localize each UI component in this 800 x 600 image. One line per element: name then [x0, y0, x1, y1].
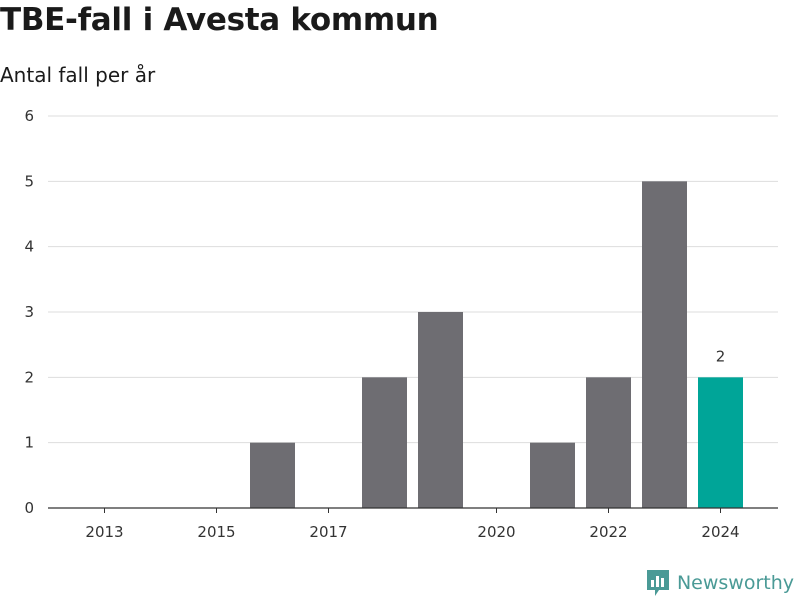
x-tick-label: 2013	[85, 523, 123, 541]
y-tick-label: 1	[24, 434, 34, 452]
y-tick-label: 2	[24, 368, 34, 386]
x-tick-label: 2022	[589, 523, 627, 541]
y-tick-label: 5	[24, 172, 34, 190]
data-labels: 2	[716, 347, 726, 365]
y-tick-label: 6	[24, 107, 34, 125]
y-tick-label: 4	[24, 238, 34, 256]
bars	[250, 181, 743, 509]
bar-2022[interactable]	[586, 377, 631, 508]
x-tick-label: 2024	[701, 523, 739, 541]
bar-2019[interactable]	[418, 312, 463, 508]
bar-2018[interactable]	[362, 377, 407, 508]
y-tick-label: 0	[24, 499, 34, 517]
bar-2024[interactable]	[698, 377, 743, 508]
x-tick-label: 2020	[477, 523, 515, 541]
data-label: 2	[716, 347, 726, 365]
y-tick-label: 3	[24, 303, 34, 321]
chart-subtitle: Antal fall per år	[0, 63, 156, 87]
x-tick-label: 2017	[309, 523, 347, 541]
bar-2016[interactable]	[250, 442, 295, 508]
newsworthy-icon	[646, 570, 669, 596]
newsworthy-logo[interactable]: Newsworthy	[645, 568, 794, 598]
bar-2021[interactable]	[530, 442, 575, 508]
chart-title: TBE-fall i Avesta kommun	[0, 2, 439, 38]
x-tick-label: 2015	[197, 523, 235, 541]
axes: 0 1 2 3 4 5 6 2013 2015 2017 2020 2022 2024	[24, 107, 778, 541]
brand-name: Newsworthy	[676, 572, 794, 594]
bar-2023[interactable]	[642, 181, 687, 509]
